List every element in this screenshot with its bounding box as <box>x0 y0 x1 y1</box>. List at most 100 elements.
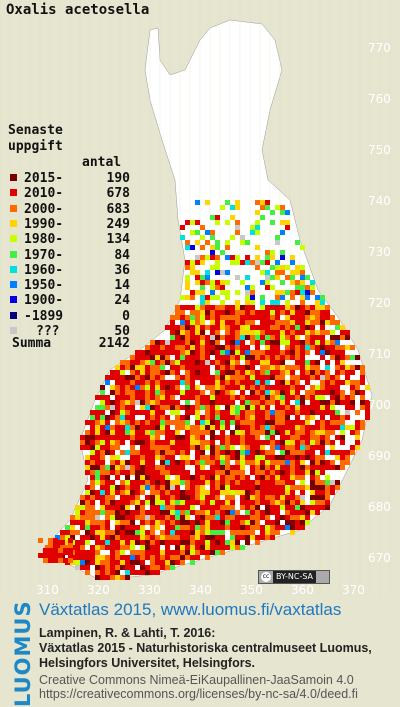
occurrence-cell <box>290 510 295 515</box>
occurrence-cell <box>260 420 265 425</box>
occurrence-cell <box>270 490 275 495</box>
occurrence-cell <box>305 365 310 370</box>
occurrence-cell <box>230 540 235 545</box>
license-url[interactable]: https://creativecommons.org/licenses/by-… <box>39 687 358 701</box>
legend-count: 134 <box>106 232 130 248</box>
occurrence-cell <box>165 440 170 445</box>
occurrence-cell <box>235 230 240 235</box>
occurrence-cell <box>155 395 160 400</box>
occurrence-cell <box>135 490 140 495</box>
occurrence-cell <box>165 500 170 505</box>
occurrence-cell <box>130 400 135 405</box>
occurrence-cell <box>215 410 220 415</box>
occurrence-cell <box>275 500 280 505</box>
occurrence-cell <box>295 315 300 320</box>
occurrence-cell <box>250 390 255 395</box>
occurrence-cell <box>260 215 265 220</box>
occurrence-cell <box>240 435 245 440</box>
occurrence-cell <box>285 390 290 395</box>
occurrence-cell <box>185 555 190 560</box>
legend-swatch <box>10 250 17 258</box>
occurrence-cell <box>115 560 120 565</box>
occurrence-cell <box>240 375 245 380</box>
occurrence-cell <box>185 420 190 425</box>
occurrence-cell <box>120 390 125 395</box>
occurrence-cell <box>255 315 260 320</box>
occurrence-cell <box>285 225 290 230</box>
atlas-title-link[interactable]: Växtatlas 2015, www.luomus.fi/vaxtatlas <box>39 600 342 619</box>
occurrence-cell <box>170 365 175 370</box>
occurrence-cell <box>250 300 255 305</box>
y-tick-label: 670 <box>368 551 391 565</box>
occurrence-cell <box>235 360 240 365</box>
occurrence-cell <box>130 490 135 495</box>
occurrence-cell <box>300 330 305 335</box>
occurrence-cell <box>285 340 290 345</box>
occurrence-cell <box>120 375 125 380</box>
occurrence-cell <box>200 500 205 505</box>
occurrence-cell <box>235 205 240 210</box>
occurrence-cell <box>275 455 280 460</box>
occurrence-cell <box>355 365 360 370</box>
occurrence-cell <box>140 565 145 570</box>
occurrence-cell <box>48 553 53 558</box>
occurrence-cell <box>200 485 205 490</box>
occurrence-cell <box>160 430 165 435</box>
occurrence-cell <box>250 285 255 290</box>
occurrence-cell <box>125 435 130 440</box>
occurrence-cell <box>290 305 295 310</box>
occurrence-cell <box>315 410 320 415</box>
occurrence-cell <box>245 335 250 340</box>
occurrence-cell <box>150 345 155 350</box>
occurrence-cell <box>100 455 105 460</box>
occurrence-cell <box>250 305 255 310</box>
occurrence-cell <box>325 475 330 480</box>
occurrence-cell <box>70 520 75 525</box>
occurrence-cell <box>195 350 200 355</box>
occurrence-cell <box>115 370 120 375</box>
occurrence-cell <box>135 540 140 545</box>
occurrence-cell <box>230 445 235 450</box>
occurrence-cell <box>200 310 205 315</box>
occurrence-cell <box>285 490 290 495</box>
occurrence-cell <box>280 210 285 215</box>
occurrence-cell <box>95 395 100 400</box>
occurrence-cell <box>300 430 305 435</box>
occurrence-cell <box>265 350 270 355</box>
occurrence-cell <box>230 515 235 520</box>
occurrence-cell <box>255 345 260 350</box>
occurrence-cell <box>300 325 305 330</box>
occurrence-cell <box>210 310 215 315</box>
occurrence-cell <box>195 370 200 375</box>
occurrence-cell <box>210 395 215 400</box>
occurrence-cell <box>190 475 195 480</box>
occurrence-cell <box>235 470 240 475</box>
occurrence-cell <box>190 405 195 410</box>
occurrence-cell <box>120 540 125 545</box>
occurrence-cell <box>145 470 150 475</box>
occurrence-cell <box>285 460 290 465</box>
y-tick-label: 760 <box>368 92 391 106</box>
occurrence-cell <box>135 355 140 360</box>
occurrence-cell <box>245 435 250 440</box>
occurrence-cell <box>220 365 225 370</box>
occurrence-cell <box>310 495 315 500</box>
occurrence-cell <box>110 405 115 410</box>
occurrence-cell <box>110 480 115 485</box>
occurrence-cell <box>215 345 220 350</box>
occurrence-cell <box>210 255 215 260</box>
occurrence-cell <box>260 405 265 410</box>
occurrence-cell <box>245 455 250 460</box>
occurrence-cell <box>115 550 120 555</box>
occurrence-cell <box>315 295 320 300</box>
occurrence-cell <box>140 385 145 390</box>
occurrence-cell <box>260 430 265 435</box>
occurrence-cell <box>205 490 210 495</box>
occurrence-cell <box>190 555 195 560</box>
occurrence-cell <box>185 485 190 490</box>
occurrence-cell <box>245 275 250 280</box>
occurrence-cell <box>335 395 340 400</box>
occurrence-cell <box>240 390 245 395</box>
occurrence-cell <box>235 310 240 315</box>
occurrence-cell <box>250 360 255 365</box>
